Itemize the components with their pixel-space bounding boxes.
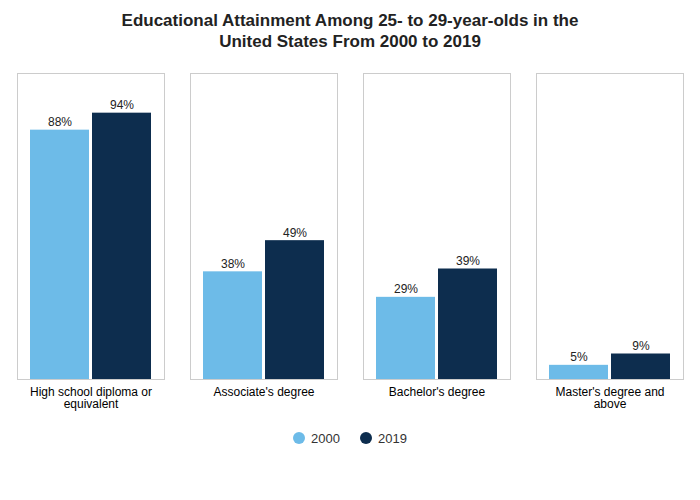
svg-text:38%: 38% [221,256,245,270]
html-text:Educational Attainment Among 2: Educational Attainment Among 25- to 29-y… [121,11,579,52]
svg-text:Bachelor's degree: Bachelor's degree [389,385,486,399]
svg-text:Associate's degree: Associate's degree [213,385,314,399]
svg-text:9%: 9% [632,339,650,353]
svg-text:49%: 49% [283,225,307,239]
svg-text:88%: 88% [48,115,72,129]
html-text:2019: 2019 [378,430,407,446]
svg-text:High school diploma orequivale: High school diploma orequivalent [30,385,152,411]
html-text:2000: 2000 [311,430,340,446]
svg-text:29%: 29% [394,282,418,296]
svg-text:39%: 39% [456,254,480,268]
svg-text:5%: 5% [570,350,588,364]
svg-text:94%: 94% [110,98,134,112]
svg-text:Master's degree andabove: Master's degree andabove [555,385,664,411]
